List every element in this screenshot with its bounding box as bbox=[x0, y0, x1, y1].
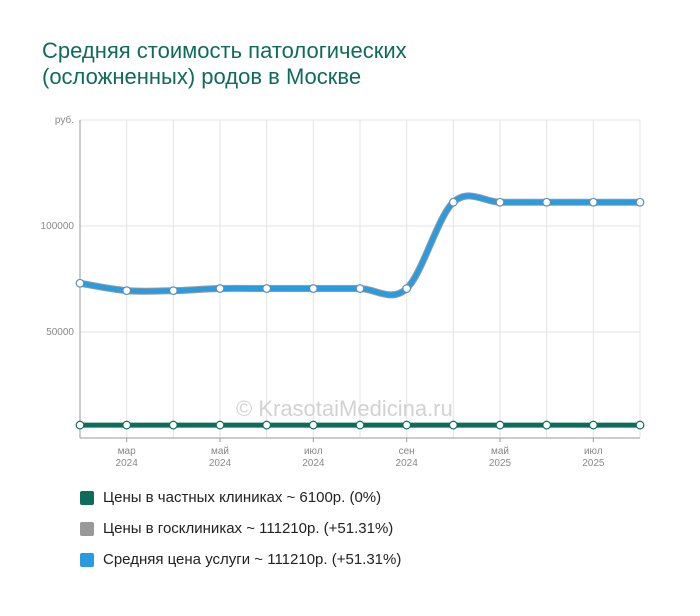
series-private-point bbox=[215, 420, 225, 430]
x-tick-month: июл bbox=[304, 446, 323, 457]
y-axis-unit: руб. bbox=[55, 114, 74, 126]
chart-title-line-2: (осложненных) родов в Москве bbox=[42, 64, 362, 89]
legend-label-private: Цены в частных клиниках ~ 6100р. (0%) bbox=[103, 489, 382, 506]
series-private-point bbox=[308, 420, 318, 430]
x-tick-year: 2024 bbox=[396, 458, 419, 469]
y-tick-label: 50000 bbox=[46, 327, 74, 338]
series-private-point bbox=[448, 420, 458, 430]
series-average-point bbox=[635, 197, 645, 207]
series-private-point bbox=[262, 420, 272, 430]
legend-item-public[interactable]: Цены в госклиниках ~ 111210р. (+51.31%) bbox=[80, 518, 401, 540]
legend-label-average: Средняя цена услуги ~ 111210р. (+51.31%) bbox=[103, 551, 402, 568]
series-private-point bbox=[75, 420, 85, 430]
x-tick-year: 2024 bbox=[209, 458, 232, 469]
series-private-point bbox=[402, 420, 412, 430]
legend-item-average[interactable]: Средняя цена услуги ~ 111210р. (+51.31%) bbox=[80, 549, 401, 571]
x-tick-year: 2025 bbox=[582, 458, 605, 469]
x-tick-month: май bbox=[211, 446, 229, 457]
legend-item-private[interactable]: Цены в частных клиниках ~ 6100р. (0%) bbox=[80, 487, 401, 509]
series-average-point bbox=[542, 197, 552, 207]
series-average-point bbox=[308, 284, 318, 293]
series-private-point bbox=[635, 420, 645, 430]
series-private-point bbox=[168, 420, 178, 430]
x-tick-year: 2024 bbox=[116, 458, 139, 469]
chart-title-line-1: Средняя стоимость патологических bbox=[42, 38, 407, 63]
legend-label-public: Цены в госклиниках ~ 111210р. (+51.31%) bbox=[103, 520, 394, 537]
series-average-point bbox=[402, 284, 412, 293]
legend-swatch-average bbox=[80, 553, 94, 567]
series-average-point bbox=[588, 197, 598, 207]
legend-swatch-public bbox=[80, 522, 94, 536]
chart-title: Средняя стоимость патологических (осложн… bbox=[42, 38, 642, 90]
series-private-point bbox=[495, 420, 505, 430]
series-average-point bbox=[495, 197, 505, 207]
watermark: © KrasotaiMedicina.ru bbox=[236, 396, 453, 421]
series-average-point bbox=[75, 278, 85, 288]
y-tick-label: 100000 bbox=[41, 221, 75, 232]
series-average-point bbox=[448, 197, 458, 207]
x-tick-month: июл bbox=[584, 446, 603, 457]
series-private-point bbox=[355, 420, 365, 430]
series-private-point bbox=[588, 420, 598, 430]
legend-swatch-private bbox=[80, 491, 94, 505]
x-tick-month: мар bbox=[118, 446, 136, 457]
x-tick-year: 2024 bbox=[302, 458, 325, 469]
series-average-point bbox=[122, 286, 132, 296]
x-tick-year: 2025 bbox=[489, 458, 512, 469]
series-average-point bbox=[215, 284, 225, 293]
x-tick-month: май bbox=[491, 446, 509, 457]
series-average-point bbox=[262, 284, 272, 293]
series-average-point bbox=[168, 286, 178, 296]
series-average-point bbox=[355, 284, 365, 293]
chart-legend: Цены в частных клиниках ~ 6100р. (0%) Це… bbox=[80, 487, 401, 580]
series-private-point bbox=[542, 420, 552, 430]
x-tick-month: сен bbox=[399, 446, 415, 457]
series-private-point bbox=[122, 420, 132, 430]
